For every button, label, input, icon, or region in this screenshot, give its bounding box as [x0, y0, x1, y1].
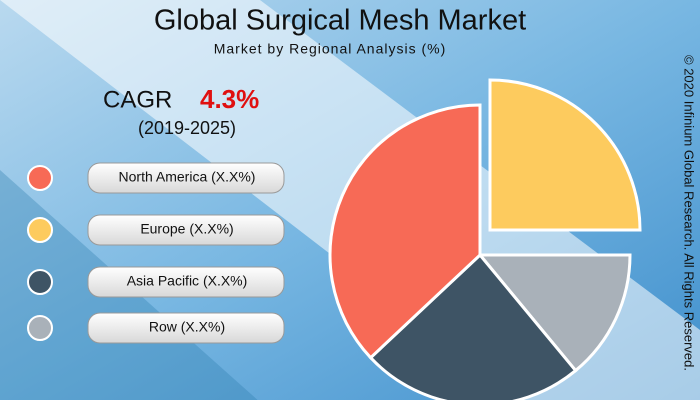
legend-swatch	[27, 315, 53, 341]
legend-swatch	[27, 165, 53, 191]
cagr-label: CAGR	[103, 86, 172, 113]
pie-slice	[476, 253, 632, 373]
pie	[328, 78, 642, 400]
legend-pill	[87, 266, 285, 298]
pie-slice	[488, 78, 642, 232]
legend-swatch	[27, 217, 53, 243]
chart-subtitle: Market by Regional Analysis (%)	[214, 41, 447, 57]
cagr-value: 4.3%	[200, 84, 259, 114]
pie-slice	[328, 103, 482, 360]
legend-label: North America (X.X%)	[119, 169, 256, 185]
legend-pill	[87, 162, 285, 194]
legend: Europe (X.X%) Row (X.X%) Asia Pacific (X.X…	[27, 162, 285, 344]
legend-pill	[87, 214, 285, 246]
pie-slice	[368, 252, 578, 400]
legend-label: Asia Pacific (X.X%)	[127, 273, 248, 289]
legend-label: Europe (X.X%)	[140, 221, 233, 237]
chart-title: Global Surgical Mesh Market	[154, 5, 526, 37]
copyright: © 2020 Infinium Global Research. All Rig…	[682, 55, 697, 371]
legend-pill	[87, 312, 285, 344]
cagr-period: (2019-2025)	[138, 118, 236, 138]
legend-label: Row (X.X%)	[149, 319, 225, 335]
legend-swatch	[27, 269, 53, 295]
